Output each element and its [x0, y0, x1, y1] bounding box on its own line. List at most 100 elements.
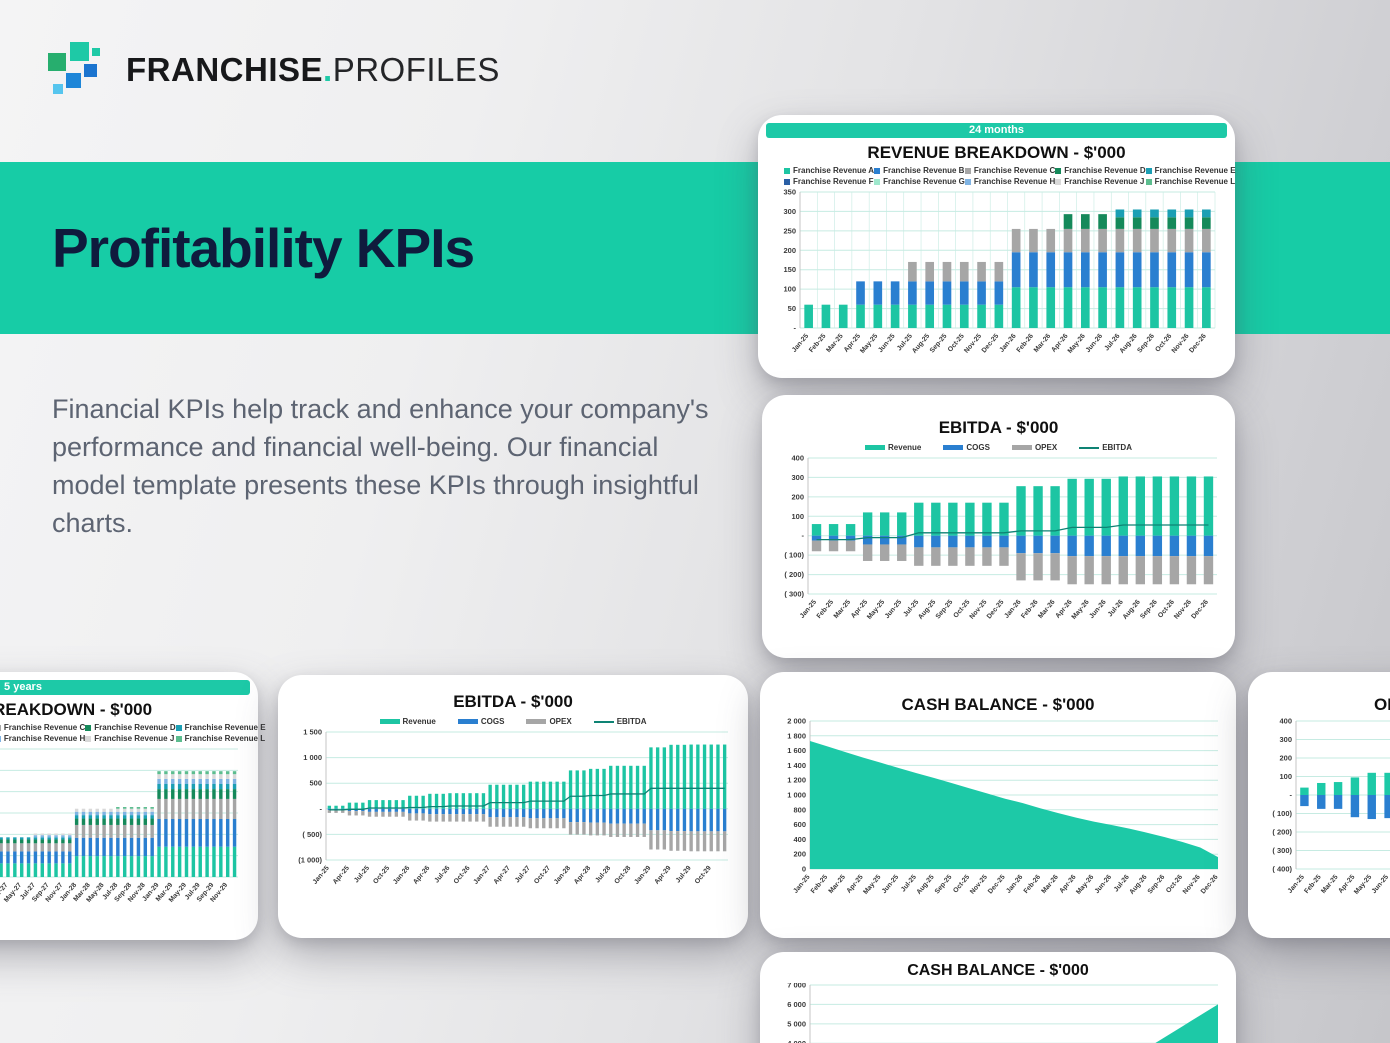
- legend-item: Franchise Revenue H: [0, 734, 85, 743]
- svg-text:Dec-25: Dec-25: [981, 333, 1001, 355]
- svg-text:600: 600: [793, 820, 806, 829]
- svg-text:250: 250: [783, 226, 796, 235]
- legend-item: EBITDA: [593, 717, 646, 726]
- brand-name-bold: FRANCHISE: [126, 51, 324, 88]
- chart-legend: Revenue COGS OPEX EBITDA: [304, 717, 722, 726]
- legend-label: COGS: [480, 717, 505, 726]
- svg-text:May-25: May-25: [859, 333, 879, 355]
- legend-marker-icon: [943, 445, 964, 450]
- legend-label: Franchise Revenue E: [1154, 166, 1236, 175]
- legend-marker-icon: [175, 735, 182, 742]
- legend-item: OPEX: [1011, 443, 1057, 452]
- brand-logo: FRANCHISE.PROFILES: [48, 42, 500, 98]
- chart-card-revenue-breakdown-5y: 5 years REVENUE BREAKDOWN - $'000 Franch…: [0, 672, 266, 940]
- legend-label: Franchise Revenue B: [883, 166, 965, 175]
- legend-label: EBITDA: [1102, 443, 1132, 452]
- legend-item: Franchise Revenue C: [0, 723, 85, 732]
- period-tag-5-years: 5 years: [0, 680, 250, 695]
- svg-text:1 000: 1 000: [787, 791, 806, 800]
- logo-square: [92, 48, 100, 56]
- svg-text:Aug-26: Aug-26: [1128, 874, 1148, 896]
- svg-text:200: 200: [793, 850, 806, 859]
- legend-label: Franchise Revenue A: [793, 166, 875, 175]
- svg-text:Apr-27: Apr-27: [493, 865, 512, 886]
- chart-card-cash-balance-24m: CASH BALANCE - $'000 2 000 1 800 1 600 1 40…: [760, 672, 1236, 938]
- svg-text:200: 200: [783, 246, 796, 255]
- legend-label: Franchise Revenue C: [3, 723, 86, 732]
- legend-label: Franchise Revenue H: [973, 177, 1056, 186]
- legend-item: Franchise Revenue E: [1145, 166, 1236, 175]
- svg-text:100: 100: [1279, 772, 1292, 781]
- svg-text:Jan-26: Jan-26: [1005, 874, 1024, 895]
- legend-marker-icon: [457, 719, 478, 724]
- svg-text:( 100): ( 100): [1272, 809, 1292, 818]
- svg-text:Mar-26: Mar-26: [1037, 599, 1057, 620]
- legend-label: OPEX: [549, 717, 572, 726]
- svg-text:6 000: 6 000: [787, 1000, 806, 1009]
- logo-square: [66, 73, 81, 88]
- page-title: Profitability KPIs: [52, 217, 475, 279]
- svg-text:-: -: [1290, 791, 1293, 800]
- chart-card-ebitda-5y: EBITDA - $'000 Revenue COGS OPEX EBITDA 1 5…: [278, 675, 748, 938]
- legend-marker-icon: [85, 735, 92, 742]
- svg-text:May-26: May-26: [1075, 874, 1095, 896]
- svg-text:Nov-25: Nov-25: [963, 333, 983, 355]
- period-tag-24-months: 24 months: [766, 123, 1227, 138]
- legend-label: Franchise Revenue L: [184, 734, 266, 743]
- legend-marker-icon: [526, 719, 547, 724]
- svg-text:Feb-26: Feb-26: [1023, 874, 1043, 895]
- legend-label: Franchise Revenue D: [94, 723, 176, 732]
- chart-title: CASH BALANCE - $'000: [901, 695, 1095, 714]
- chart-title: EBITDA - $'000: [938, 418, 1059, 437]
- legend-label: Franchise Revenue E: [184, 723, 266, 732]
- brand-logo-icon: [48, 42, 110, 98]
- chart-plot: 400 300 200 100-( 100)( 200)( 300)( 400) Jan…: [1256, 717, 1390, 915]
- svg-text:4 000: 4 000: [787, 1039, 806, 1043]
- svg-text:Nov-25: Nov-25: [969, 874, 989, 896]
- legend-item: Franchise Revenue J: [85, 734, 175, 743]
- chart-card-ebitda-24m: EBITDA - $'000 Revenue COGS OPEX EBITDA 400…: [762, 395, 1235, 658]
- legend-label: Franchise Revenue F: [793, 177, 874, 186]
- svg-text:Nov-25: Nov-25: [969, 599, 989, 621]
- legend-marker-icon: [1055, 167, 1062, 174]
- svg-text:1 400: 1 400: [787, 761, 806, 770]
- svg-text:Oct-26: Oct-26: [453, 865, 472, 886]
- svg-text:Jun-25: Jun-25: [884, 599, 904, 620]
- svg-text:Aug-25: Aug-25: [911, 333, 931, 355]
- legend-item: Revenue: [865, 443, 921, 452]
- chart-card-revenue-breakdown-24m: 24 months REVENUE BREAKDOWN - $'000 Fran…: [758, 115, 1236, 378]
- svg-text:Jan-26: Jan-26: [998, 333, 1017, 354]
- legend-marker-icon: [175, 724, 182, 731]
- legend-label: Franchise Revenue J: [94, 734, 175, 743]
- chart-title: EBITDA - $'000: [453, 692, 573, 711]
- legend-item: OPEX: [526, 717, 572, 726]
- svg-text:Sep-25: Sep-25: [934, 874, 954, 896]
- legend-marker-icon: [1145, 167, 1152, 174]
- svg-text:( 500): ( 500): [302, 830, 322, 839]
- svg-text:300: 300: [1279, 735, 1292, 744]
- legend-marker-icon: [784, 178, 790, 185]
- svg-text:( 200): ( 200): [784, 570, 804, 579]
- svg-text:( 400): ( 400): [1272, 865, 1292, 874]
- svg-text:50: 50: [788, 304, 796, 313]
- legend-marker-icon: [593, 720, 614, 723]
- svg-text:( 200): ( 200): [1272, 828, 1292, 837]
- svg-text:Jun-25: Jun-25: [877, 333, 897, 354]
- svg-text:Feb-25: Feb-25: [1303, 874, 1323, 895]
- svg-text:Jul-27: Jul-27: [514, 865, 532, 885]
- svg-text:Sep-25: Sep-25: [929, 333, 949, 355]
- legend-label: Franchise Revenue G: [883, 177, 965, 186]
- legend-marker-icon: [784, 167, 790, 174]
- legend-item: Franchise Revenue D: [1055, 166, 1146, 175]
- svg-text:Jul-26: Jul-26: [433, 865, 451, 885]
- svg-text:Jun-26: Jun-26: [1085, 333, 1105, 354]
- svg-text:Jan-27: Jan-27: [472, 865, 491, 886]
- chart-plot: 1 500 1 000 500-( 500) (1 000) Jan-25 Apr-25 J…: [286, 728, 740, 904]
- svg-text:( 300): ( 300): [1272, 846, 1292, 855]
- legend-item: Franchise Revenue E: [175, 723, 266, 732]
- legend-marker-icon: [1145, 178, 1152, 185]
- svg-text:Oct-25: Oct-25: [372, 865, 391, 886]
